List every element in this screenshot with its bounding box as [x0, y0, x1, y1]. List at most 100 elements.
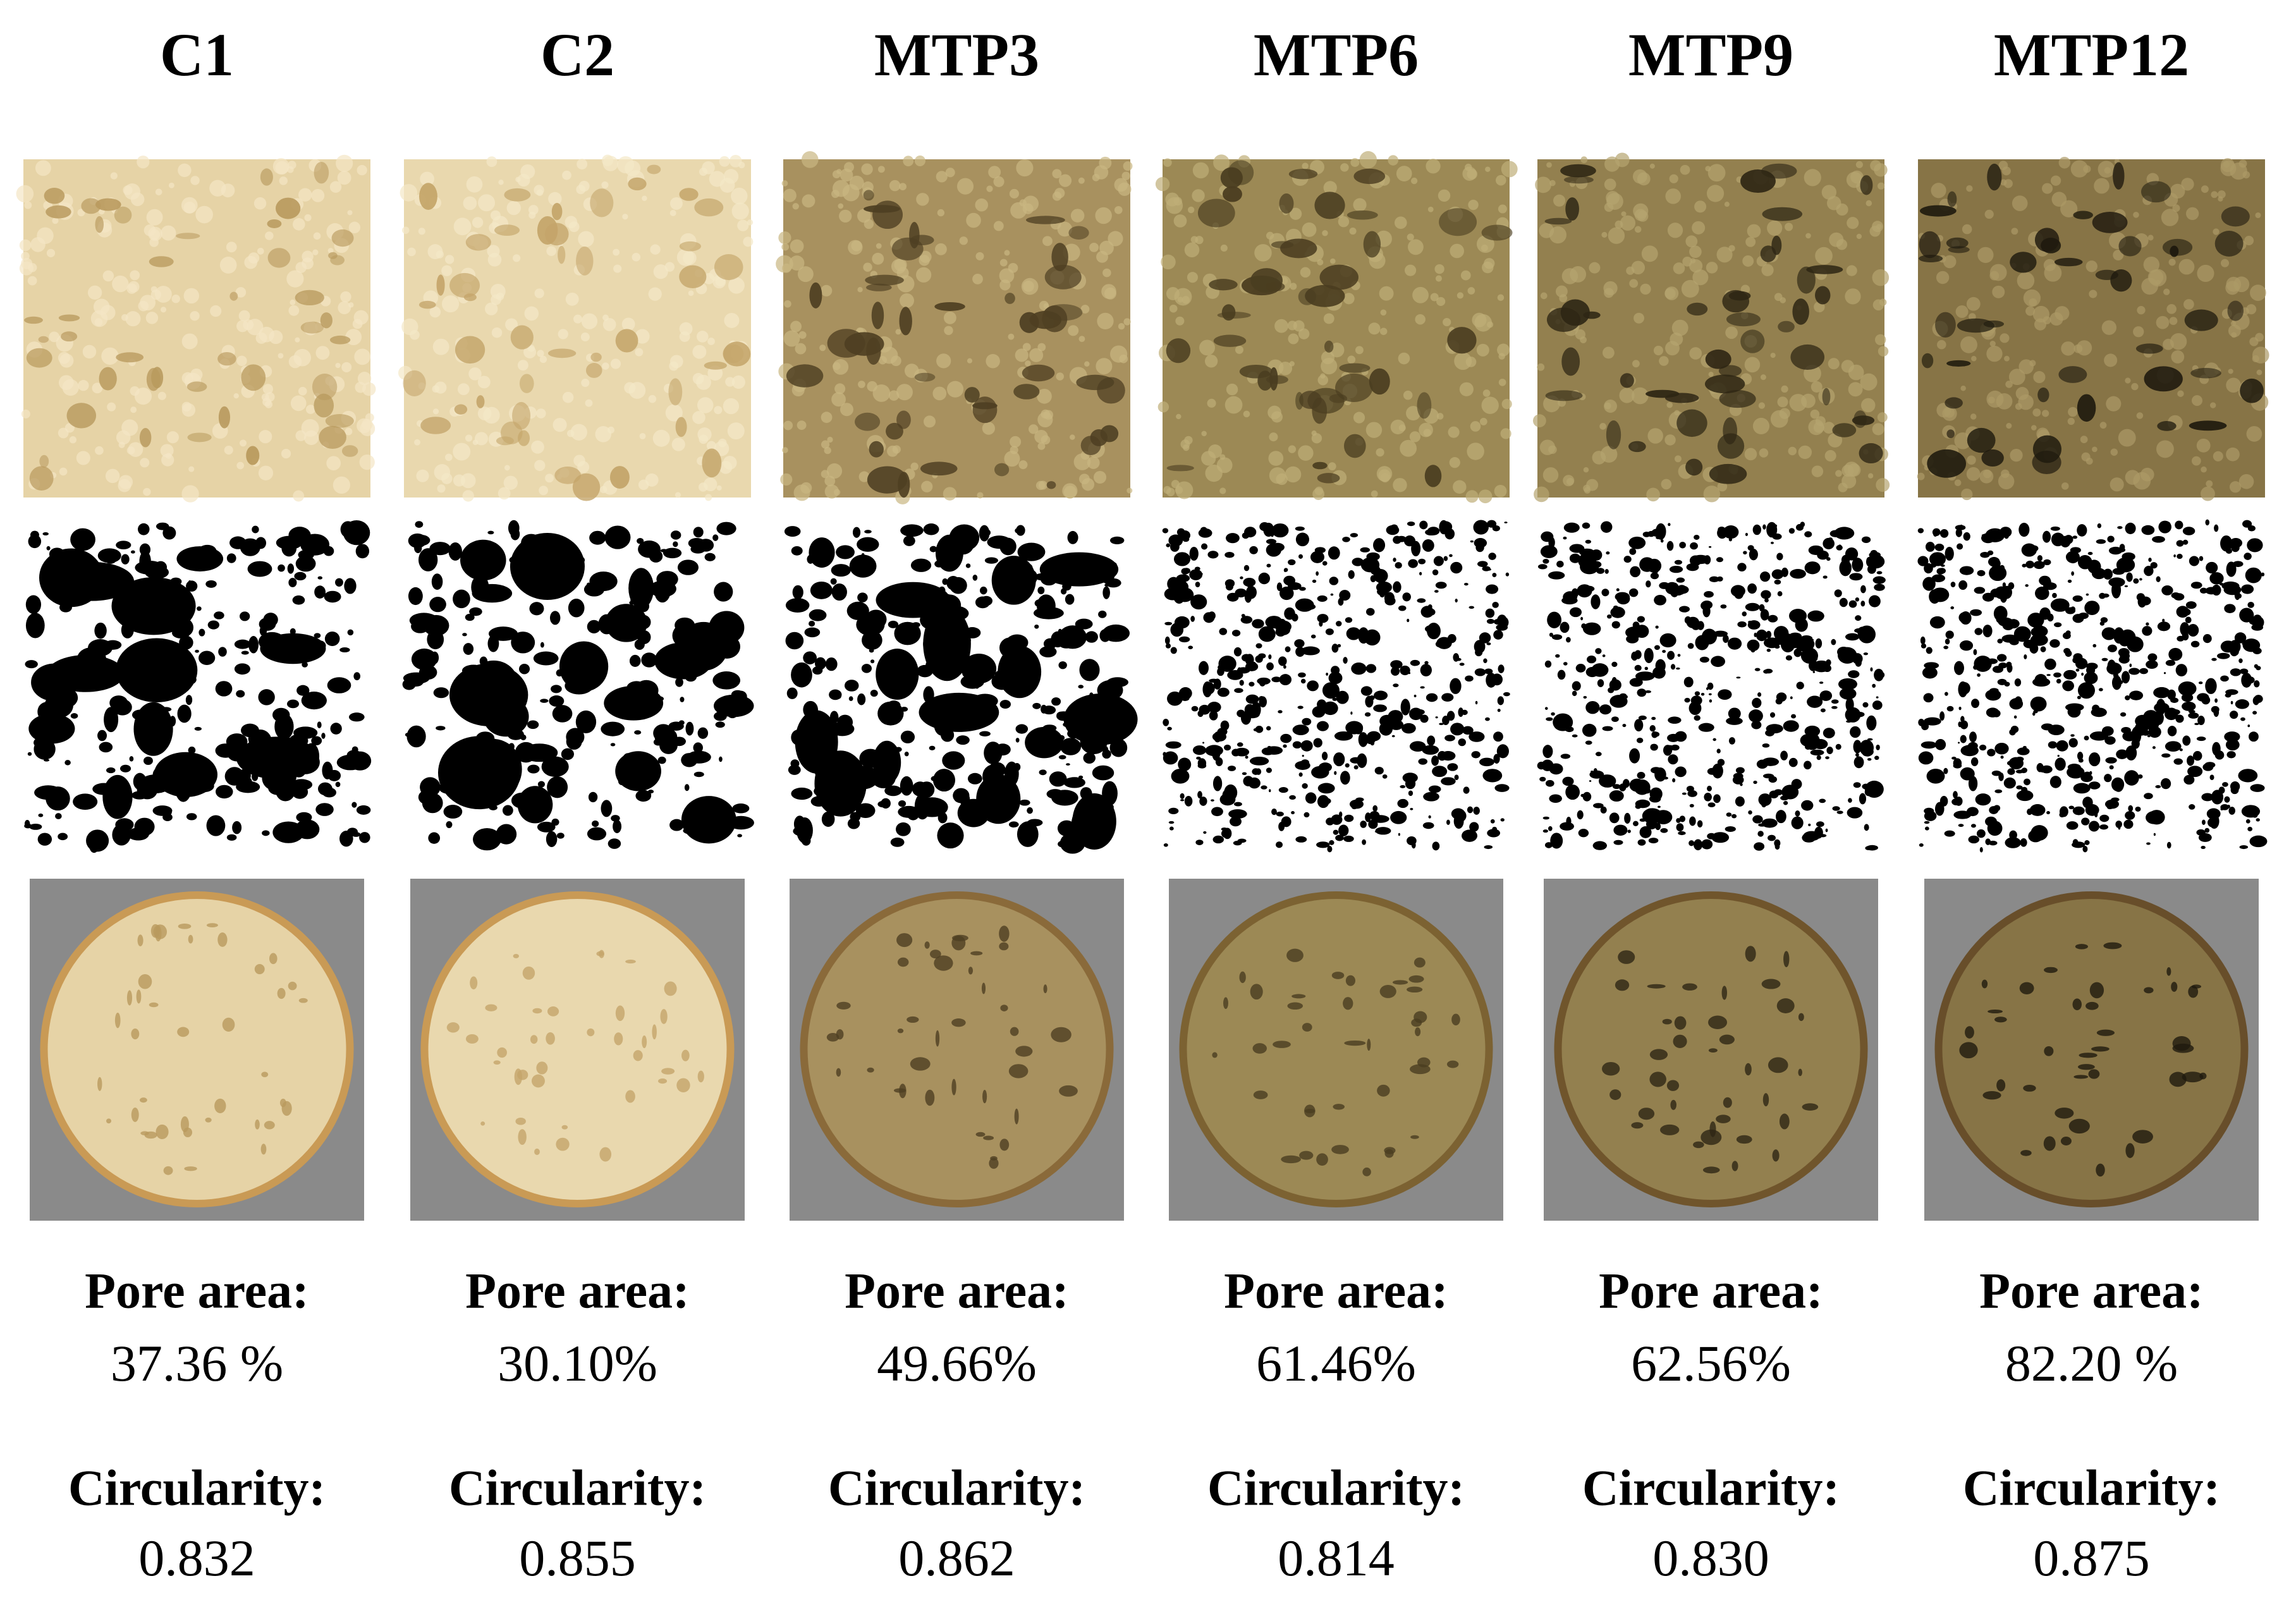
slice-pore — [1414, 957, 1426, 968]
crumb-grain — [1870, 160, 1881, 171]
crumb-grain — [566, 429, 575, 437]
crumb-grain — [2017, 272, 2035, 290]
binary-blob — [339, 647, 350, 652]
binary-blob — [1013, 762, 1021, 771]
crumb-pore — [2221, 206, 2250, 227]
crumb-pore — [114, 206, 132, 224]
slice-pore — [1287, 1002, 1303, 1010]
crumb-grain — [800, 482, 812, 494]
crumb-grain — [2220, 158, 2235, 173]
slice-pore — [642, 1035, 647, 1049]
crumb-grain — [798, 331, 807, 339]
binary-blob — [2247, 826, 2253, 832]
crumb-grain — [1226, 383, 1238, 396]
binary-blob — [2189, 556, 2199, 566]
crumb-pore — [1439, 208, 1477, 236]
binary-blob — [88, 639, 113, 657]
crumb-grain — [675, 492, 681, 498]
crumb-grain — [1268, 451, 1284, 466]
binary-blob — [248, 730, 272, 755]
crumb-grain — [781, 243, 790, 251]
binary-blob — [2114, 680, 2123, 685]
binary-blob — [420, 777, 441, 797]
crumb-grain — [1410, 177, 1418, 185]
binary-blob — [1872, 683, 1876, 688]
crumb-pore — [914, 372, 936, 382]
crumb-grain — [638, 479, 649, 491]
crumb-grain — [1647, 428, 1663, 444]
crumb-grain — [1601, 231, 1608, 238]
crumb-grain — [505, 318, 518, 331]
crumb-grain — [146, 209, 163, 226]
binary-blob — [1977, 570, 1986, 577]
crumb-grain — [1388, 155, 1398, 166]
binary-blob — [1679, 815, 1686, 822]
crumb-pore — [1369, 368, 1390, 395]
binary-blob — [1211, 799, 1214, 802]
binary-blob — [804, 627, 821, 638]
crumb-grain — [1604, 178, 1616, 191]
binary-blob — [1651, 743, 1656, 748]
binary-blob — [1628, 588, 1639, 597]
binary-blob — [1651, 717, 1656, 720]
binary-blob — [1694, 534, 1700, 540]
binary-blob — [102, 774, 133, 819]
binary-blob — [876, 649, 919, 700]
crumb-grain — [1532, 414, 1546, 427]
binary-blob — [1415, 709, 1425, 715]
binary-blob — [1762, 757, 1780, 766]
crumb-grain — [2067, 417, 2075, 425]
binary-blob — [1731, 814, 1737, 819]
binary-blob — [1034, 624, 1039, 629]
crumb-pore — [1797, 266, 1816, 294]
binary-blob — [28, 713, 75, 744]
binary-blob — [2241, 673, 2252, 688]
crumb-pore — [476, 395, 485, 408]
slice-pore — [1345, 975, 1355, 986]
crumb-grain — [1084, 361, 1090, 367]
binary-blob — [999, 700, 1011, 709]
binary-blob — [1639, 826, 1652, 838]
crumb-grain — [236, 355, 247, 366]
binary-blob — [1458, 738, 1466, 747]
binary-blob — [934, 715, 952, 736]
crumb-pore — [44, 188, 65, 204]
binary-blob — [1931, 587, 1950, 602]
slice-pore — [1994, 1017, 2007, 1023]
slice-pore — [2182, 1072, 2204, 1083]
slice-pore — [254, 963, 265, 975]
binary-blob — [1874, 583, 1885, 591]
crumb-grain — [140, 458, 150, 468]
crumb-grain — [1478, 489, 1493, 504]
binary-blob — [1326, 673, 1329, 676]
binary-blob — [877, 701, 904, 726]
binary-blob — [1167, 691, 1183, 706]
binary-blob — [1697, 820, 1703, 827]
slice-pore — [1407, 986, 1423, 993]
binary-blob — [1334, 771, 1337, 775]
crumb-grain — [490, 210, 501, 221]
slice-pore — [106, 1118, 112, 1124]
slice-pore — [177, 1027, 190, 1037]
binary-blob — [1432, 841, 1440, 851]
binary-blob — [1170, 647, 1177, 654]
binary-blob — [2027, 808, 2032, 815]
binary-blob — [1313, 738, 1322, 748]
binary-blob — [2225, 693, 2232, 698]
binary-blob — [1819, 690, 1833, 701]
crumb-grain — [622, 214, 628, 220]
crumb-grain — [1163, 158, 1172, 168]
binary-blob — [1350, 711, 1353, 715]
binary-blob — [1335, 834, 1344, 841]
binary-blob — [1831, 699, 1839, 704]
pore-area-value: 30.10% — [498, 1334, 657, 1392]
binary-blob — [356, 805, 371, 815]
slice-pore — [288, 981, 297, 991]
binary-blob — [2201, 793, 2214, 802]
crumb-grain — [1487, 321, 1494, 328]
binary-blob — [1292, 724, 1309, 735]
crumb-grain — [1025, 360, 1031, 367]
slice-pore — [1638, 1108, 1655, 1120]
binary-blob — [2077, 555, 2092, 570]
crumb-grain — [59, 467, 68, 476]
